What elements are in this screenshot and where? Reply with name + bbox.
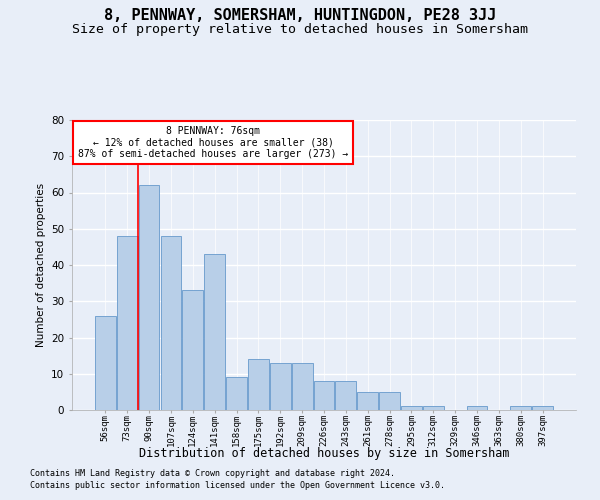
Bar [292,363,313,410]
Bar [379,392,400,410]
Y-axis label: Number of detached properties: Number of detached properties [35,183,46,347]
Bar [226,378,247,410]
Bar [423,406,444,410]
Bar [335,381,356,410]
Text: Size of property relative to detached houses in Somersham: Size of property relative to detached ho… [72,22,528,36]
Bar [161,236,181,410]
Text: Distribution of detached houses by size in Somersham: Distribution of detached houses by size … [139,448,509,460]
Bar [270,363,290,410]
Bar [532,406,553,410]
Text: Contains public sector information licensed under the Open Government Licence v3: Contains public sector information licen… [30,481,445,490]
Text: Contains HM Land Registry data © Crown copyright and database right 2024.: Contains HM Land Registry data © Crown c… [30,468,395,477]
Bar [314,381,334,410]
Bar [204,254,225,410]
Bar [467,406,487,410]
Bar [95,316,116,410]
Bar [358,392,378,410]
Bar [139,185,160,410]
Bar [182,290,203,410]
Text: 8 PENNWAY: 76sqm
← 12% of detached houses are smaller (38)
87% of semi-detached : 8 PENNWAY: 76sqm ← 12% of detached house… [78,126,348,159]
Text: 8, PENNWAY, SOMERSHAM, HUNTINGDON, PE28 3JJ: 8, PENNWAY, SOMERSHAM, HUNTINGDON, PE28 … [104,8,496,22]
Bar [117,236,137,410]
Bar [401,406,422,410]
Bar [511,406,531,410]
Bar [248,359,269,410]
